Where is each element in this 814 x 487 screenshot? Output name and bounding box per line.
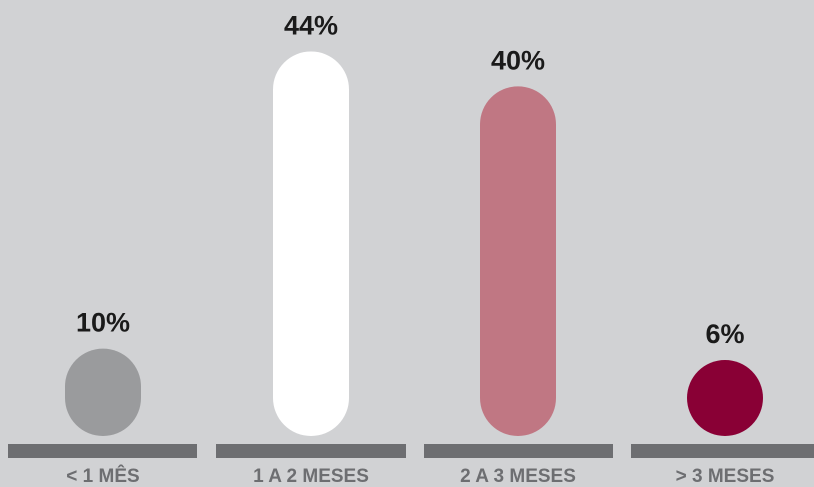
baseline-segment (631, 444, 814, 458)
data-label: 40% (491, 45, 545, 75)
bar (480, 86, 556, 437)
data-label: 44% (284, 10, 338, 40)
bar (273, 51, 349, 436)
category-label: 2 A 3 MESES (460, 466, 576, 487)
baseline-segment (216, 444, 406, 458)
category-label: 1 A 2 MESES (253, 466, 369, 487)
baseline-segment (8, 444, 197, 458)
category-label: < 1 MÊS (66, 465, 139, 487)
baseline-segment (424, 444, 613, 458)
bar (687, 360, 763, 436)
bar (65, 348, 141, 436)
data-label: 6% (705, 319, 744, 349)
data-label: 10% (76, 308, 130, 338)
category-label: > 3 MESES (676, 466, 775, 487)
